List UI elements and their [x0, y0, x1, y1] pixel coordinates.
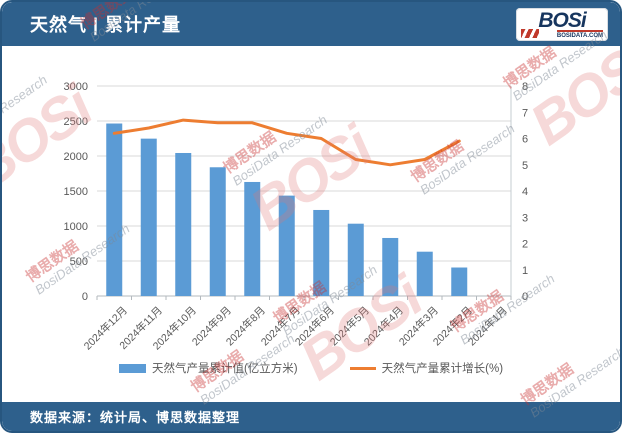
left-axis-tick-label: 500 [70, 256, 88, 268]
legend-bar-swatch [118, 363, 146, 373]
left-axis-tick-label: 2500 [64, 116, 88, 128]
bar-2024年3月 [416, 251, 433, 296]
legend-line-label: 天然气产量累计增长(%) [381, 363, 504, 375]
growth-line [112, 118, 461, 167]
legend-bar-label: 天然气产量累计值(亿立方米) [151, 363, 298, 375]
left-axis-tick-label: 2000 [64, 151, 88, 163]
chart-canvas: 0 500 1000 1500 2000 2500 3000 0 1 2 3 4 5 6 7 8 [64, 81, 529, 303]
legend-item-bar: 天然气产量累计值(亿立方米) [118, 360, 298, 376]
bar-2024年7月 [278, 195, 295, 296]
bosi-logo-text: BOSi [538, 8, 586, 32]
bosi-logo-domain: BOSIDATA.COM [556, 29, 603, 39]
bar-2024年11月 [140, 138, 157, 296]
left-axis-tick-label: 3000 [64, 81, 88, 93]
header: 天然气 | 累计产量 BOSi BOSIDATA.COM [2, 2, 620, 46]
right-axis-tick-label: 5 [522, 160, 528, 172]
legend-item-line: 天然气产量累计增长(%) [349, 360, 504, 376]
page-title: 天然气 | 累计产量 [30, 15, 182, 35]
right-axis-tick-label: 0 [522, 291, 528, 303]
right-axis-tick-label: 3 [522, 212, 528, 224]
right-axis-tick-label: 1 [522, 265, 528, 277]
right-axis-tick-label: 4 [522, 186, 528, 198]
bar-2024年5月 [347, 223, 364, 296]
bar-2024年12月 [106, 123, 123, 297]
bosi-logo: BOSi BOSIDATA.COM [516, 7, 608, 41]
bar-2024年8月 [244, 181, 261, 296]
bar-2024年6月 [313, 209, 330, 296]
bar-2024年4月 [382, 237, 399, 296]
legend-line-swatch [349, 366, 376, 370]
footer: 数据来源：统计局、博思数据整理 [2, 402, 620, 431]
right-axis-tick-label: 6 [522, 134, 528, 146]
bar-2024年9月 [209, 167, 226, 296]
right-axis-tick-label: 7 [522, 107, 528, 119]
bosi-logo-slash-icon [521, 28, 539, 38]
bar-2024年2月 [451, 267, 468, 296]
right-axis-tick-label: 8 [522, 81, 528, 93]
bar-2024年10月 [175, 152, 192, 296]
legend: 天然气产量累计值(亿立方米) 天然气产量累计增长(%) [2, 360, 620, 376]
data-source: 数据来源：统计局、博思数据整理 [30, 410, 241, 425]
left-axis-tick-label: 1000 [64, 221, 88, 233]
left-axis-tick-label: 0 [82, 291, 88, 303]
right-axis-tick-label: 2 [522, 239, 528, 251]
left-axis-tick-label: 1500 [64, 186, 88, 198]
